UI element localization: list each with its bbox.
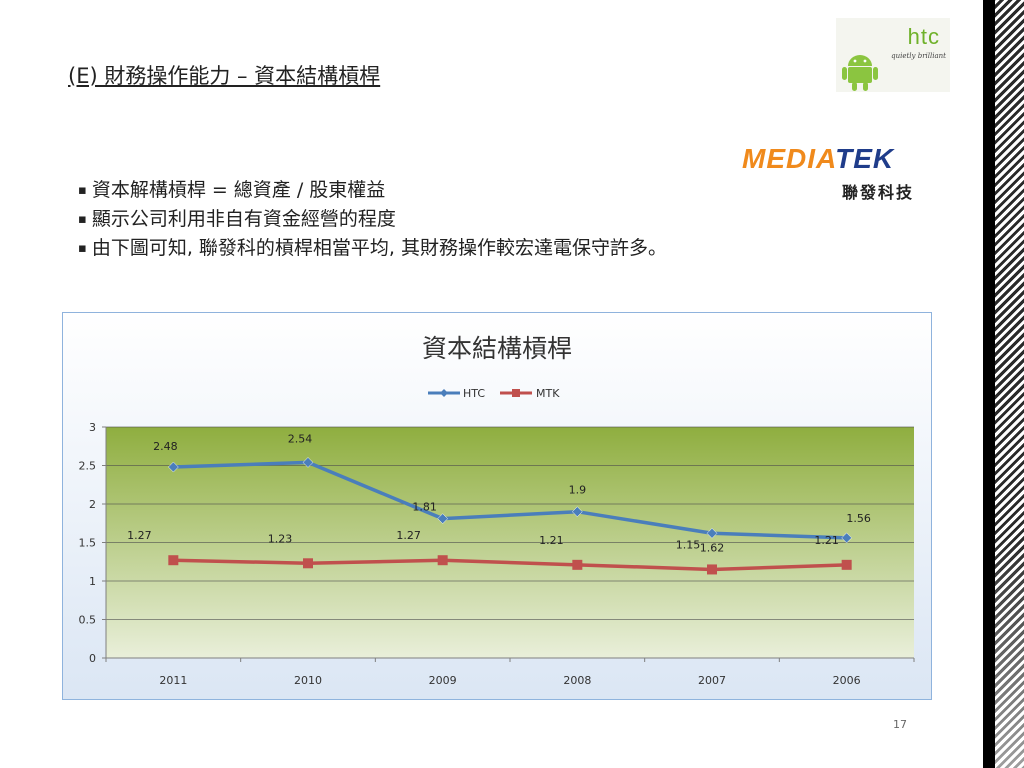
data-point-htc bbox=[841, 532, 853, 544]
data-label-mtk: 1.27 bbox=[127, 529, 152, 542]
slide-title: (E) 財務操作能力 – 資本結構槓桿 bbox=[68, 64, 381, 88]
y-tick-label: 0 bbox=[89, 652, 96, 665]
x-axis-ticks: 2011 2010 2009 2008 2007 2006 bbox=[105, 658, 915, 687]
bullet-item: 由下圖可知, 聯發科的槓桿相當平均, 其財務操作較宏達電保守許多。 bbox=[78, 234, 667, 263]
legend: HTC MTK bbox=[428, 387, 560, 400]
data-label-mtk: 1.21 bbox=[814, 534, 839, 547]
data-label-htc: 2.54 bbox=[288, 432, 313, 445]
data-label-mtk: 1.21 bbox=[539, 534, 564, 547]
data-point-mtk bbox=[572, 559, 583, 570]
x-tick-label: 2006 bbox=[833, 674, 861, 687]
y-tick-label: 2 bbox=[89, 498, 96, 511]
y-tick-label: 1 bbox=[89, 575, 96, 588]
data-point-htc bbox=[167, 461, 179, 473]
y-tick-label: 1.5 bbox=[79, 537, 97, 550]
bullet-list: 資本解構槓桿 = 總資產 / 股東權益 顯示公司利用非自有資金經營的程度 由下圖… bbox=[78, 176, 667, 263]
series-line-htc bbox=[173, 460, 847, 540]
decorative-side-band bbox=[983, 0, 1024, 768]
x-tick-label: 2010 bbox=[294, 674, 322, 687]
data-label-mtk: 1.23 bbox=[268, 532, 293, 545]
legend-label-mtk: MTK bbox=[536, 387, 560, 400]
x-tick-label: 2011 bbox=[159, 674, 187, 687]
data-point-htc bbox=[706, 527, 718, 539]
htc-logo: htc quietly brilliant bbox=[836, 18, 950, 92]
mediatek-wordmark-media: MEDIA bbox=[742, 143, 836, 174]
y-tick-label: 3 bbox=[89, 421, 96, 434]
data-label-mtk: 1.27 bbox=[396, 529, 421, 542]
x-tick-label: 2008 bbox=[563, 674, 591, 687]
y-tick-label: 0.5 bbox=[79, 614, 97, 627]
data-point-mtk bbox=[168, 555, 179, 566]
data-label-htc: 2.48 bbox=[153, 440, 178, 453]
data-label-htc: 1.62 bbox=[700, 541, 725, 554]
y-axis-ticks: 0 0.5 1 1.5 2 2.5 3 bbox=[79, 421, 106, 665]
page-number: 17 bbox=[893, 718, 907, 731]
x-tick-label: 2009 bbox=[429, 674, 457, 687]
x-tick-label: 2007 bbox=[698, 674, 726, 687]
legend-label-htc: HTC bbox=[463, 387, 485, 400]
data-point-htc bbox=[302, 457, 314, 468]
series-line-mtk bbox=[173, 558, 847, 572]
bullet-item: 資本解構槓桿 = 總資產 / 股東權益 bbox=[78, 176, 667, 205]
data-point-mtk bbox=[841, 559, 852, 570]
android-icon bbox=[842, 55, 878, 91]
mediatek-logo: MEDIATEK bbox=[742, 143, 894, 175]
data-label-htc: 1.81 bbox=[412, 501, 437, 514]
chart-series: 2.48 2.54 1.81 1.9 1.62 1.56 1.27 1.23 1.27 1.21 1… bbox=[127, 432, 871, 575]
gridlines bbox=[106, 426, 914, 620]
legend-marker-mtk bbox=[512, 389, 520, 397]
mediatek-chinese-name: 聯發科技 bbox=[842, 183, 915, 202]
data-label-mtk: 1.15 bbox=[676, 538, 701, 551]
htc-wordmark: htc bbox=[907, 24, 940, 49]
htc-tagline: quietly brilliant bbox=[891, 52, 946, 60]
data-point-htc bbox=[571, 506, 583, 518]
bullet-item: 顯示公司利用非自有資金經營的程度 bbox=[78, 205, 667, 234]
data-point-mtk bbox=[707, 564, 717, 575]
y-tick-label: 2.5 bbox=[79, 460, 97, 473]
mediatek-wordmark-tek: TEK bbox=[835, 143, 895, 174]
legend-marker-htc bbox=[440, 389, 448, 397]
leverage-line-chart: 資本結構槓桿 HTC MTK 0 0.5 1 1.5 2 2.5 3 2011 2010 200… bbox=[62, 312, 932, 700]
chart-title: 資本結構槓桿 bbox=[422, 334, 572, 363]
data-label-htc: 1.56 bbox=[846, 512, 871, 525]
data-point-mtk bbox=[303, 558, 313, 569]
data-label-htc: 1.9 bbox=[569, 484, 587, 497]
data-point-mtk bbox=[437, 555, 448, 566]
data-point-htc bbox=[437, 513, 449, 524]
